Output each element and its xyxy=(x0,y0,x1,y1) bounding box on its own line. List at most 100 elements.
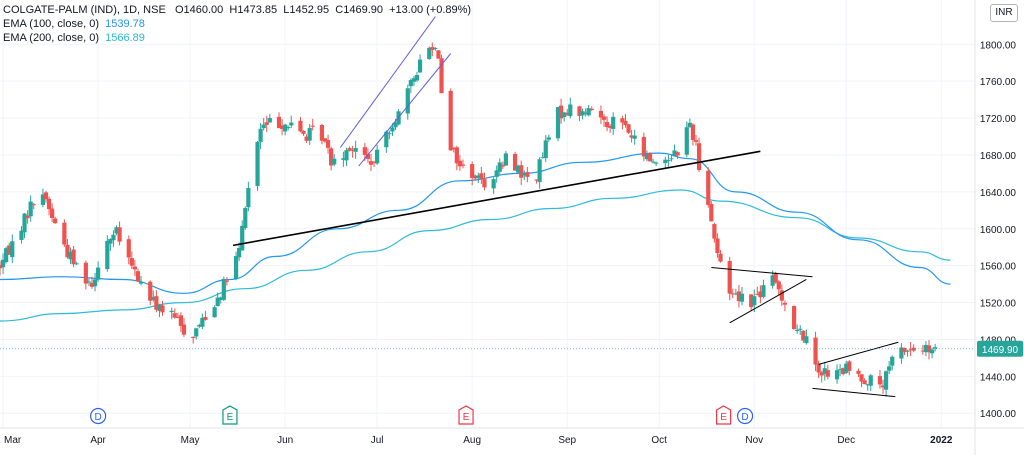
candle-body xyxy=(733,293,738,295)
marker-label: E xyxy=(227,412,234,423)
candle xyxy=(926,340,932,360)
candle xyxy=(332,154,337,167)
candle-body xyxy=(233,256,239,280)
candle-body xyxy=(565,112,570,115)
candle xyxy=(454,145,459,171)
candle-body xyxy=(632,135,637,139)
candle-body xyxy=(347,148,352,151)
candle xyxy=(837,364,843,377)
candle xyxy=(568,97,573,119)
candle-body xyxy=(479,173,484,179)
candle xyxy=(899,343,904,364)
x-tick-label: Mar xyxy=(4,435,22,446)
candle-body xyxy=(31,204,36,206)
candle xyxy=(491,177,496,194)
candle xyxy=(801,330,806,343)
candle xyxy=(752,289,757,313)
earnings-marker[interactable]: E xyxy=(222,405,238,425)
dividend-marker[interactable]: D xyxy=(90,407,107,425)
candle-body xyxy=(341,158,346,160)
candle xyxy=(40,188,46,208)
earnings-marker[interactable]: E xyxy=(715,405,732,425)
candle-body xyxy=(40,194,46,205)
candle xyxy=(632,129,637,145)
candle-body xyxy=(28,201,33,217)
candle xyxy=(194,328,199,340)
candle xyxy=(430,42,435,57)
marker-label: D xyxy=(94,412,101,423)
candle-body xyxy=(736,291,742,302)
candle-body xyxy=(286,127,291,129)
candle-body xyxy=(696,143,702,170)
candle-body xyxy=(332,158,337,165)
candle xyxy=(169,307,174,320)
candle xyxy=(905,349,910,357)
candle xyxy=(865,383,870,391)
candle xyxy=(172,308,177,319)
candle-body xyxy=(562,112,567,118)
candle-body xyxy=(727,261,732,294)
ema100-row[interactable]: EMA (100, close, 0) 1539.78 xyxy=(3,17,471,31)
candle-body xyxy=(289,122,294,126)
candle xyxy=(902,347,907,356)
candle xyxy=(350,145,355,158)
x-tick-label: Dec xyxy=(837,435,855,446)
candle xyxy=(157,303,162,318)
channel-lower-line xyxy=(358,53,452,167)
candle xyxy=(7,242,12,255)
candle xyxy=(589,106,594,112)
candle-body xyxy=(782,302,788,305)
candle xyxy=(457,155,463,171)
ema200-row[interactable]: EMA (200, close, 0) 1566.89 xyxy=(3,31,471,45)
dividend-marker[interactable]: D xyxy=(736,407,754,425)
candle xyxy=(246,181,251,212)
candle-body xyxy=(650,161,656,163)
candle-body xyxy=(111,234,116,241)
candle-body xyxy=(580,111,585,116)
candle xyxy=(31,203,36,210)
y-tick-label: 1640.00 xyxy=(980,188,1017,199)
candle xyxy=(89,276,95,289)
candle-body xyxy=(712,224,717,239)
candle xyxy=(126,235,131,265)
candle xyxy=(221,276,226,302)
candle-body xyxy=(473,175,478,179)
earnings-marker[interactable]: E xyxy=(458,405,474,425)
candle xyxy=(494,165,499,183)
candle xyxy=(669,154,674,162)
candle-body xyxy=(773,272,778,283)
candle xyxy=(154,290,159,313)
candle-body xyxy=(555,107,561,139)
candle xyxy=(233,251,239,281)
candle xyxy=(923,341,929,357)
ohlc-row: COLGATE-PALM (IND), 1D, NSE O1460.00 H14… xyxy=(3,3,471,17)
y-tick-label: 1600.00 xyxy=(980,225,1017,236)
candle xyxy=(798,325,803,336)
y-tick-label: 1520.00 xyxy=(980,299,1017,310)
marker-circle xyxy=(736,407,754,425)
candle xyxy=(289,115,294,129)
candle-body xyxy=(200,317,205,327)
candle-body xyxy=(577,106,582,116)
candle-body xyxy=(629,135,634,138)
candle xyxy=(543,135,548,163)
currency-button[interactable]: INR xyxy=(990,4,1018,22)
marker-label: E xyxy=(720,412,727,423)
candle-body xyxy=(620,118,625,123)
candle xyxy=(479,166,484,184)
candle xyxy=(687,118,692,128)
candle xyxy=(868,374,873,392)
close-value: 1469.90 xyxy=(343,4,383,16)
candle-body xyxy=(430,47,435,50)
candle-body xyxy=(804,336,809,344)
candle-body xyxy=(675,152,680,156)
candle-body xyxy=(10,241,15,258)
candle xyxy=(325,134,331,154)
candle-body xyxy=(310,125,315,127)
x-tick-label: Apr xyxy=(90,435,106,446)
candle xyxy=(436,50,441,59)
candle-body xyxy=(837,369,843,371)
